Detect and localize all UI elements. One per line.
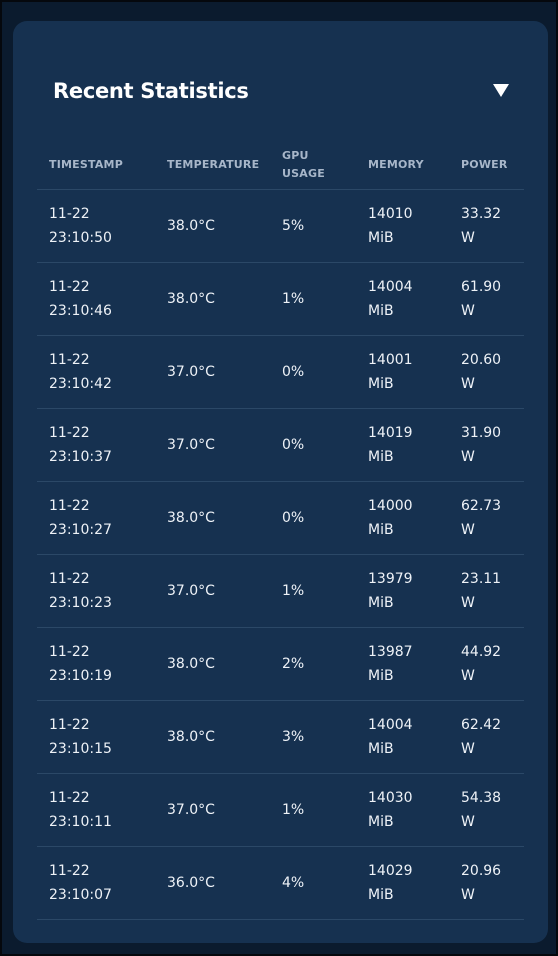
cell-memory: 14001 MiB xyxy=(356,335,449,409)
collapse-toggle-button[interactable] xyxy=(492,82,510,98)
cell-temperature: 37.0°C xyxy=(155,335,270,409)
table-row: 11-22 23:10:46 38.0°C 1% 14004 MiB 61.90… xyxy=(37,262,524,336)
cell-memory: 14030 MiB xyxy=(356,773,449,847)
cell-gpu-usage: 1% xyxy=(270,262,356,336)
cell-gpu-usage: 1% xyxy=(270,773,356,847)
cell-gpu-usage: 5% xyxy=(270,189,356,263)
cell-memory: 13987 MiB xyxy=(356,627,449,701)
cell-power: 20.60 W xyxy=(449,335,524,409)
table-row: 11-22 23:10:37 37.0°C 0% 14019 MiB 31.90… xyxy=(37,408,524,482)
cell-temperature: 37.0°C xyxy=(155,554,270,628)
table-row: 11-22 23:10:15 38.0°C 3% 14004 MiB 62.42… xyxy=(37,700,524,774)
recent-statistics-card: Recent Statistics TIMESTAMP TEMPERATURE … xyxy=(13,21,548,943)
cell-power: 23.11 W xyxy=(449,554,524,628)
cell-timestamp: 11-22 23:10:19 xyxy=(37,627,155,701)
cell-power: 62.42 W xyxy=(449,700,524,774)
cell-memory: 14019 MiB xyxy=(356,408,449,482)
table-row: 11-22 23:10:07 36.0°C 4% 14029 MiB 20.96… xyxy=(37,846,524,920)
cell-temperature: 36.0°C xyxy=(155,846,270,920)
cell-temperature: 37.0°C xyxy=(155,773,270,847)
cell-memory: 13979 MiB xyxy=(356,554,449,628)
cell-memory: 14004 MiB xyxy=(356,700,449,774)
cell-gpu-usage: 4% xyxy=(270,846,356,920)
cell-memory: 14029 MiB xyxy=(356,846,449,920)
cell-gpu-usage: 1% xyxy=(270,554,356,628)
header-memory: MEMORY xyxy=(356,141,449,190)
cell-memory: 14000 MiB xyxy=(356,481,449,555)
cell-temperature: 37.0°C xyxy=(155,408,270,482)
cell-timestamp: 11-22 23:10:46 xyxy=(37,262,155,336)
statistics-table: TIMESTAMP TEMPERATURE GPU USAGE MEMORY P… xyxy=(37,141,524,920)
cell-timestamp: 11-22 23:10:11 xyxy=(37,773,155,847)
cell-timestamp: 11-22 23:10:07 xyxy=(37,846,155,920)
cell-gpu-usage: 2% xyxy=(270,627,356,701)
cell-timestamp: 11-22 23:10:42 xyxy=(37,335,155,409)
triangle-down-icon xyxy=(493,84,509,97)
header-temperature: TEMPERATURE xyxy=(155,141,270,190)
cell-timestamp: 11-22 23:10:23 xyxy=(37,554,155,628)
cell-timestamp: 11-22 23:10:27 xyxy=(37,481,155,555)
card-title: Recent Statistics xyxy=(53,79,249,103)
cell-gpu-usage: 0% xyxy=(270,408,356,482)
table-row: 11-22 23:10:42 37.0°C 0% 14001 MiB 20.60… xyxy=(37,335,524,409)
cell-power: 62.73 W xyxy=(449,481,524,555)
table-row: 11-22 23:10:19 38.0°C 2% 13987 MiB 44.92… xyxy=(37,627,524,701)
cell-memory: 14004 MiB xyxy=(356,262,449,336)
table-row: 11-22 23:10:50 38.0°C 5% 14010 MiB 33.32… xyxy=(37,189,524,263)
header-timestamp: TIMESTAMP xyxy=(37,141,155,190)
table-row: 11-22 23:10:23 37.0°C 1% 13979 MiB 23.11… xyxy=(37,554,524,628)
card-header: Recent Statistics xyxy=(53,77,510,107)
cell-timestamp: 11-22 23:10:37 xyxy=(37,408,155,482)
cell-gpu-usage: 0% xyxy=(270,335,356,409)
cell-memory: 14010 MiB xyxy=(356,189,449,263)
cell-power: 33.32 W xyxy=(449,189,524,263)
table-row: 11-22 23:10:11 37.0°C 1% 14030 MiB 54.38… xyxy=(37,773,524,847)
cell-temperature: 38.0°C xyxy=(155,627,270,701)
cell-temperature: 38.0°C xyxy=(155,189,270,263)
cell-temperature: 38.0°C xyxy=(155,481,270,555)
cell-power: 61.90 W xyxy=(449,262,524,336)
header-gpu-usage: GPU USAGE xyxy=(270,141,356,190)
table-row: 11-22 23:10:27 38.0°C 0% 14000 MiB 62.73… xyxy=(37,481,524,555)
header-power: POWER xyxy=(449,141,524,190)
cell-power: 54.38 W xyxy=(449,773,524,847)
cell-gpu-usage: 3% xyxy=(270,700,356,774)
table-header-row: TIMESTAMP TEMPERATURE GPU USAGE MEMORY P… xyxy=(37,141,524,190)
cell-temperature: 38.0°C xyxy=(155,700,270,774)
cell-timestamp: 11-22 23:10:15 xyxy=(37,700,155,774)
cell-temperature: 38.0°C xyxy=(155,262,270,336)
cell-timestamp: 11-22 23:10:50 xyxy=(37,189,155,263)
cell-gpu-usage: 0% xyxy=(270,481,356,555)
cell-power: 20.96 W xyxy=(449,846,524,920)
cell-power: 31.90 W xyxy=(449,408,524,482)
cell-power: 44.92 W xyxy=(449,627,524,701)
